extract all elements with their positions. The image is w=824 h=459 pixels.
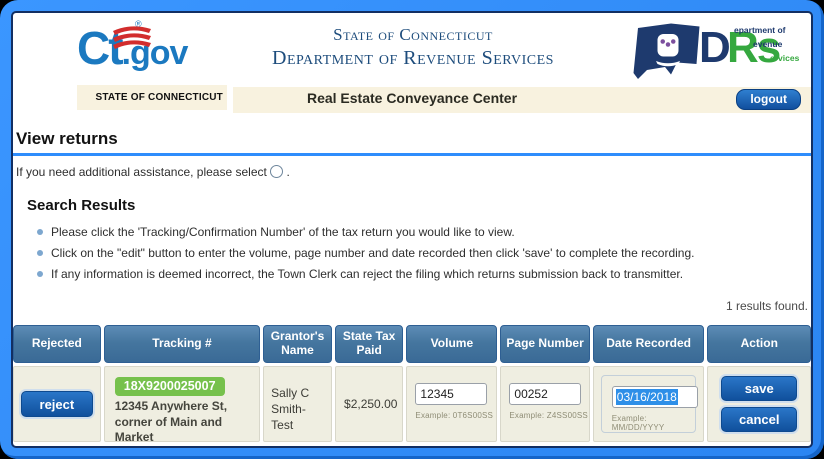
drs-logo-small1: epartment of xyxy=(734,25,786,35)
flag-stripes-icon xyxy=(113,26,151,49)
help-icon[interactable] xyxy=(270,165,284,178)
agency-title: State of Connecticut Department of Reven… xyxy=(233,25,593,70)
registered-mark: ® xyxy=(135,19,142,29)
page-content: Ct.gov ® STATE OF CONNECTICUT State of C… xyxy=(11,11,813,448)
date-selected-text: 03/16/2018 xyxy=(615,389,678,405)
header-bar xyxy=(233,87,811,113)
col-header-date-recorded: Date Recorded xyxy=(592,325,705,363)
drs-logo: D Rs epartment of evenue ervices xyxy=(627,15,805,87)
ctgov-logo: Ct.gov ® xyxy=(77,17,227,85)
cancel-button[interactable]: cancel xyxy=(721,407,798,432)
reject-button[interactable]: reject xyxy=(20,391,93,417)
drs-logo-d: D xyxy=(699,23,731,72)
state-crest xyxy=(656,34,680,67)
state-tax-cell: $2,250.00 xyxy=(334,366,404,442)
assistance-prefix: If you need additional assistance, pleas… xyxy=(16,165,267,179)
drs-logo-small2: evenue xyxy=(753,39,783,49)
table-header-row: Rejected Tracking # Grantor's Name State… xyxy=(13,325,811,363)
search-results-heading: Search Results xyxy=(27,197,136,214)
instruction-item: Please click the 'Tracking/Confirmation … xyxy=(37,225,694,239)
col-header-action: Action xyxy=(707,325,811,363)
tracking-cell: 18X9200025007 12345 Anywhere St, corner … xyxy=(103,366,261,444)
property-address: 12345 Anywhere St, corner of Main and Ma… xyxy=(114,399,228,445)
grantor-cell: Sally C Smith-Test xyxy=(263,366,332,442)
save-button[interactable]: save xyxy=(721,376,798,401)
page-number-input[interactable] xyxy=(509,383,582,405)
title-divider xyxy=(13,153,811,156)
date-recorded-input[interactable]: 03/16/2018 xyxy=(611,386,698,408)
logo-caption: STATE OF CONNECTICUT xyxy=(77,85,227,110)
tracking-number-link[interactable]: 18X9200025007 xyxy=(114,377,225,396)
date-panel: 03/16/2018 Example: MM/DD/YYYY xyxy=(600,375,698,433)
grantor-name: Sally C Smith-Test xyxy=(271,386,310,433)
instruction-list: Please click the 'Tracking/Confirmation … xyxy=(37,225,694,288)
col-header-volume: Volume xyxy=(406,325,498,363)
col-header-grantor: Grantor's Name xyxy=(263,325,332,363)
assistance-suffix: . xyxy=(286,165,290,179)
page-title: View returns xyxy=(16,129,118,148)
instruction-item: If any information is deemed incorrect, … xyxy=(37,267,694,281)
agency-line1: State of Connecticut xyxy=(333,25,493,44)
ct-state-seal-icon xyxy=(633,23,700,79)
volume-cell: Example: 0T6S00SS xyxy=(406,366,498,442)
page-number-example: Example: Z4SS00SS xyxy=(509,411,588,420)
logout-button[interactable]: logout xyxy=(736,89,801,110)
state-tax-paid: $2,250.00 xyxy=(344,397,398,411)
results-table: Rejected Tracking # Grantor's Name State… xyxy=(13,325,811,444)
center-title: Real Estate Conveyance Center xyxy=(306,90,518,106)
date-example: Example: MM/DD/YYYY xyxy=(611,414,665,432)
ctgov-logo-gov: .gov xyxy=(121,34,189,72)
date-recorded-cell: 03/16/2018 Example: MM/DD/YYYY xyxy=(592,366,705,442)
table-row: reject 18X9200025007 12345 Anywhere St, … xyxy=(13,366,811,444)
agency-line2: Department of Revenue Services xyxy=(272,47,554,69)
page-number-cell: Example: Z4SS00SS xyxy=(500,366,590,442)
col-header-page-number: Page Number xyxy=(500,325,590,363)
rejected-cell: reject xyxy=(13,366,101,442)
drs-logo-rs: Rs xyxy=(727,23,781,72)
results-count: 1 results found. xyxy=(725,299,808,313)
action-cell: save cancel xyxy=(707,366,811,442)
volume-input[interactable] xyxy=(415,383,488,405)
instruction-item: Click on the "edit" button to enter the … xyxy=(37,246,694,260)
drs-logo-small3: ervices xyxy=(770,53,800,63)
assistance-text: If you need additional assistance, pleas… xyxy=(16,165,290,179)
volume-example: Example: 0T6S00SS xyxy=(415,411,494,420)
col-header-state-tax: State Tax Paid xyxy=(334,325,404,363)
col-header-rejected: Rejected xyxy=(13,325,101,363)
col-header-tracking: Tracking # xyxy=(103,325,261,363)
